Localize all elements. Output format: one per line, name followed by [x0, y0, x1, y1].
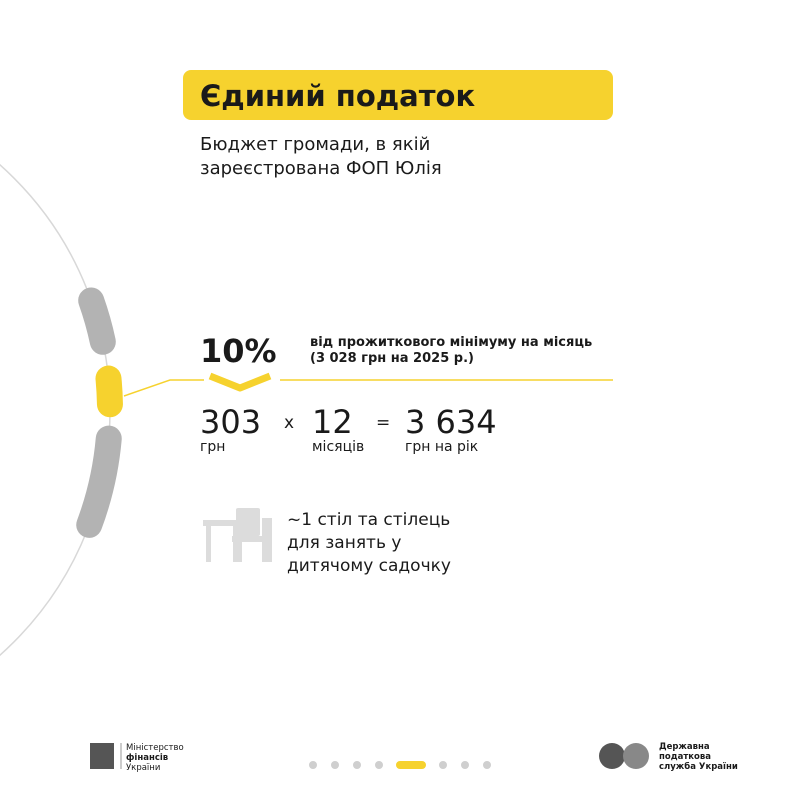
equivalent-text: дитячому садочку: [287, 556, 451, 576]
operator: =: [376, 413, 390, 433]
tax-service-logo: [599, 743, 649, 769]
rate-description: від прожиткового мінімуму на місяць: [310, 335, 592, 350]
total-unit: грн на рік: [405, 439, 478, 455]
footer-left: України: [126, 763, 160, 773]
footer-right: податкова: [659, 752, 711, 762]
months-value: 12: [312, 403, 353, 441]
pagination: [309, 761, 491, 769]
months-unit: місяців: [312, 439, 364, 455]
equivalent-text: для занять у: [287, 533, 401, 553]
chevron: [208, 372, 272, 392]
subtitle: Бюджет громади, в якій: [200, 134, 430, 155]
rate-description: (3 028 грн на 2025 р.): [310, 351, 474, 366]
percent: 10%: [200, 332, 277, 370]
operator: x: [284, 413, 294, 433]
footer-right: служба України: [659, 761, 738, 772]
monthly-unit: грн: [200, 439, 225, 455]
total-value: 3 634: [405, 403, 497, 441]
arc: [0, 164, 111, 656]
equivalent-text: ~1 стіл та стілець: [287, 510, 450, 530]
arc-segment: [78, 287, 116, 355]
subtitle: зареєстрована ФОП Юлія: [200, 158, 442, 179]
arc-segment: [76, 425, 122, 538]
desk-icon: [203, 508, 272, 562]
title: Єдиний податок: [200, 79, 475, 113]
title-banner: [183, 70, 613, 120]
footer-right: Державна: [659, 742, 710, 752]
footer-left: фінансів: [126, 752, 168, 763]
monthly-value: 303: [200, 403, 261, 441]
footer-left: Міністерство: [126, 743, 184, 753]
arc-segment-active: [95, 365, 123, 418]
arc-segments: [76, 287, 123, 538]
connector: [123, 379, 204, 397]
ministry-logo: [90, 743, 122, 769]
